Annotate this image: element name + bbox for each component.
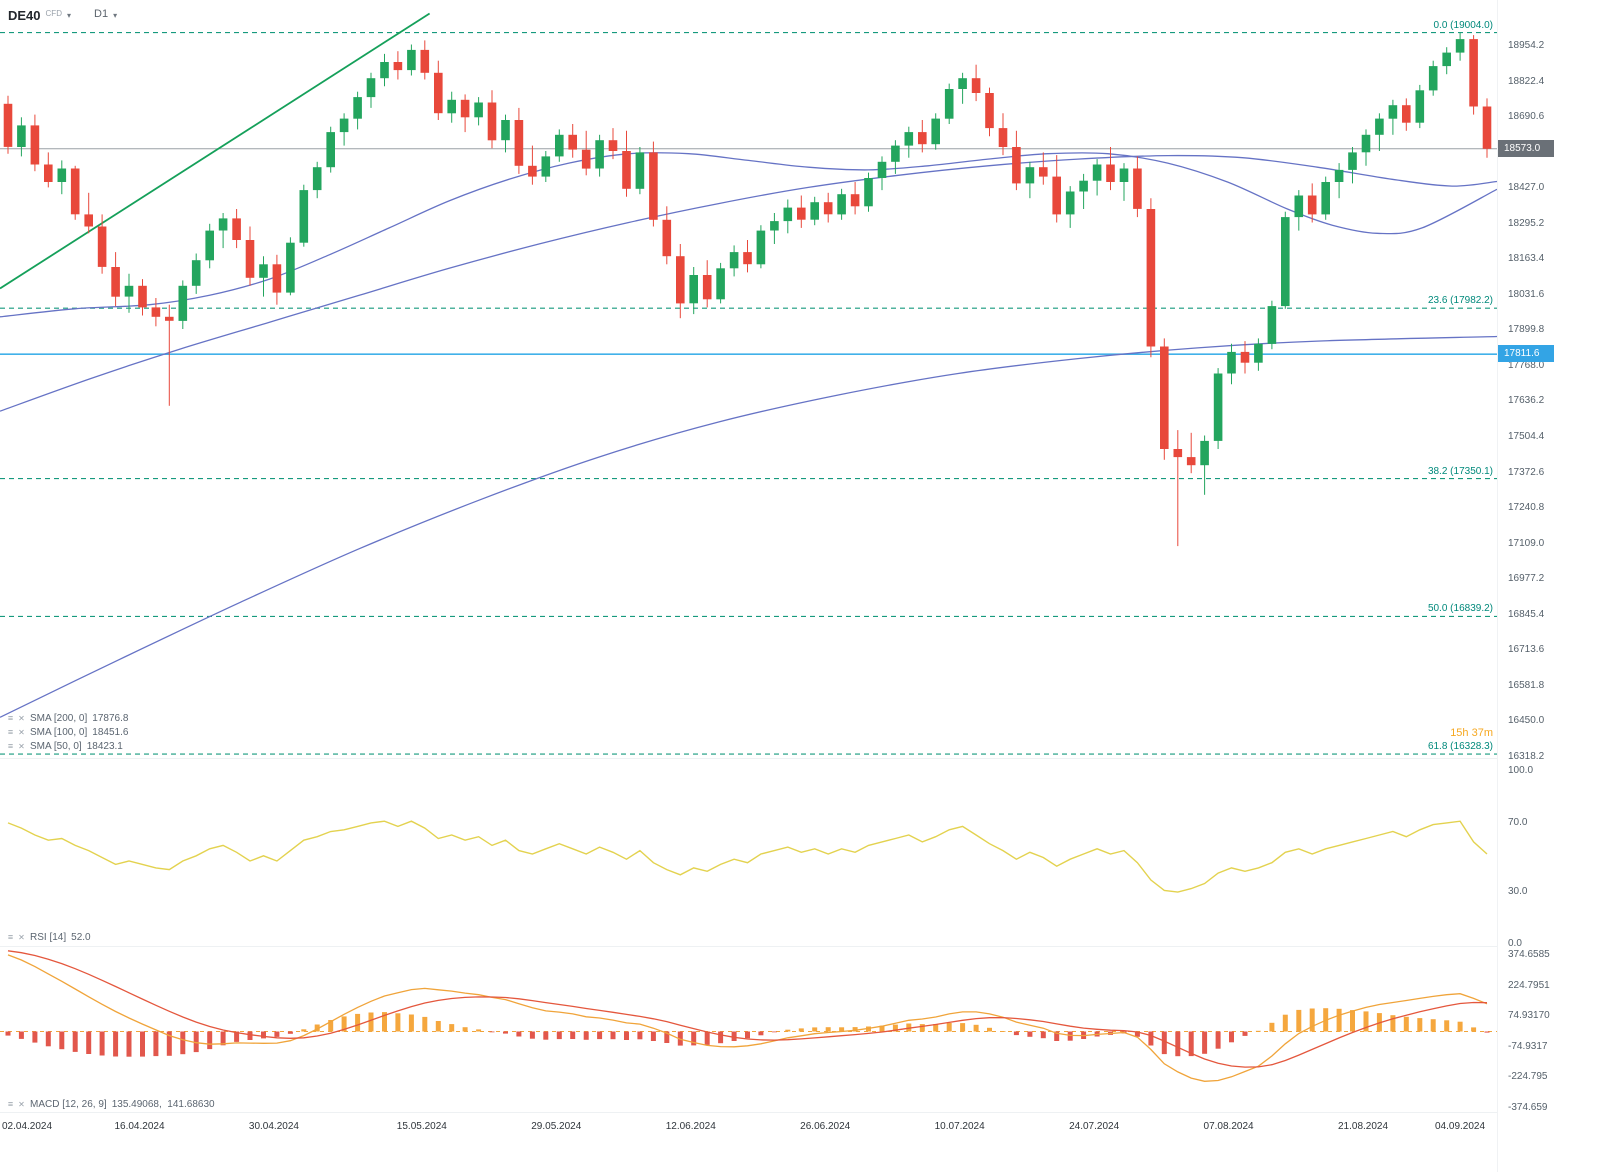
- symbol-dropdown-caret-icon[interactable]: ▾: [66, 11, 71, 20]
- rsi-legend-row: ≡ ✕ RSI [14] 52.0: [5, 931, 91, 944]
- macd-pane[interactable]: [0, 946, 1497, 1112]
- axis-tick-label: 17768.0: [1508, 359, 1545, 371]
- axis-tick-label: 30.0: [1508, 886, 1528, 898]
- date-label: 04.09.2024: [1435, 1121, 1486, 1132]
- date-label: 29.05.2024: [531, 1121, 582, 1132]
- indicator-settings-icon[interactable]: ≡: [7, 741, 14, 751]
- timeframe-dropdown-caret-icon[interactable]: ▾: [113, 11, 118, 20]
- indicator-value: 52.0: [71, 932, 91, 943]
- axis-tick-label: 70.0: [1508, 816, 1528, 828]
- indicator-remove-icon[interactable]: ✕: [18, 933, 25, 942]
- axis-tick-label: 16581.8: [1508, 679, 1545, 691]
- date-label: 12.06.2024: [665, 1121, 716, 1132]
- indicator-settings-icon[interactable]: ≡: [7, 1099, 14, 1109]
- sma-100-legend-row: ≡ ✕ SMA [100, 0] 18451.6: [5, 726, 129, 739]
- pane-separator: [0, 946, 1615, 947]
- axis-tick-label: 18954.2: [1508, 40, 1545, 52]
- axis-tick-label: 16845.4: [1508, 608, 1545, 620]
- axis-tick-label: 16713.6: [1508, 644, 1545, 656]
- date-label: 15.05.2024: [396, 1121, 447, 1132]
- axis-tick-label: 18031.6: [1508, 288, 1545, 300]
- axis-tick-label: 224.7951: [1508, 979, 1550, 991]
- pane-separator: [0, 758, 1615, 759]
- indicator-settings-icon[interactable]: ≡: [7, 727, 14, 737]
- date-label: 10.07.2024: [934, 1121, 985, 1132]
- axis-tick-label: 16450.0: [1508, 715, 1545, 727]
- indicator-label: SMA [50, 0]: [30, 741, 82, 752]
- macd-histogram: [5, 1008, 1490, 1057]
- sma-100-line: [0, 154, 1498, 412]
- axis-tick-label: 100.0: [1508, 765, 1534, 776]
- axis-tick-label: -224.795: [1508, 1071, 1548, 1083]
- sma-50-line: [0, 152, 1498, 318]
- instrument-type-label: CFD: [45, 9, 62, 18]
- price-chart-pane[interactable]: [0, 0, 1498, 758]
- date-label: 24.07.2024: [1069, 1121, 1120, 1132]
- indicator-remove-icon[interactable]: ✕: [18, 1100, 25, 1109]
- indicator-value: 18423.1: [86, 741, 123, 752]
- candle-countdown: 15h 37m: [1450, 727, 1493, 739]
- axis-tick-label: 17372.6: [1508, 466, 1545, 478]
- axis-tick-label: -374.659: [1508, 1102, 1548, 1113]
- indicator-remove-icon[interactable]: ✕: [18, 728, 25, 737]
- macd-signal-line: [7, 950, 1488, 1068]
- chart-header: DE40 CFD ▾ D1 ▾: [8, 8, 117, 23]
- sma-50-legend-row: ≡ ✕ SMA [50, 0] 18423.1: [5, 740, 123, 753]
- timeframe-selector[interactable]: D1: [94, 8, 109, 20]
- axis-tick-label: 374.6585: [1508, 949, 1550, 960]
- indicator-value: 18451.6: [92, 727, 129, 738]
- date-label: 07.08.2024: [1203, 1121, 1254, 1132]
- indicator-value: 17876.8: [92, 713, 129, 724]
- sma-200-line: [0, 335, 1498, 718]
- indicator-remove-icon[interactable]: ✕: [18, 714, 25, 723]
- trendline: [0, 12, 431, 290]
- indicator-label: RSI [14]: [30, 932, 67, 943]
- axis-tick-label: 0.0: [1508, 938, 1522, 949]
- indicator-label: SMA [200, 0]: [30, 713, 88, 724]
- axis-tick-label: 17636.2: [1508, 395, 1545, 407]
- rsi-line: [7, 820, 1488, 893]
- date-label: 21.08.2024: [1337, 1121, 1389, 1132]
- last-price-tag: 18573.0: [1498, 139, 1554, 157]
- axis-tick-label: 18427.0: [1508, 182, 1545, 194]
- fib-level-label: 61.8 (16328.3): [1427, 741, 1493, 753]
- indicator-value: 135.49068, 141.68630: [111, 1099, 215, 1110]
- date-label: 02.04.2024: [2, 1121, 53, 1132]
- date-label: 26.06.2024: [800, 1121, 851, 1132]
- indicator-label: SMA [100, 0]: [30, 727, 88, 738]
- axis-tick-label: 18690.6: [1508, 111, 1545, 123]
- axis-tick-label: 17504.4: [1508, 431, 1545, 442]
- indicator-label: MACD [12, 26, 9]: [30, 1099, 107, 1110]
- axis-tick-label: -74.9317: [1508, 1040, 1548, 1052]
- level-price-tag: 17811.6: [1498, 345, 1554, 363]
- fib-level-label: 0.0 (19004.0): [1433, 19, 1494, 31]
- axis-tick-label: 18295.2: [1508, 217, 1545, 229]
- candles: [3, 32, 1492, 547]
- indicator-settings-icon[interactable]: ≡: [7, 713, 14, 723]
- axis-tick-label: 17240.8: [1508, 502, 1545, 514]
- price-axis[interactable]: 18573.0 17811.6 18954.2 18822.4 18690.6 184…: [1497, 0, 1615, 1172]
- axis-tick-label: 17109.0: [1508, 537, 1545, 549]
- time-axis[interactable]: 02.04.2024 16.04.2024 30.04.2024 15.05.2024…: [0, 1112, 1497, 1142]
- axis-tick-label: 16977.2: [1508, 573, 1545, 585]
- indicator-settings-icon[interactable]: ≡: [7, 932, 14, 942]
- rsi-pane[interactable]: [0, 758, 1497, 946]
- fib-level-label: 38.2 (17350.1): [1427, 465, 1493, 477]
- indicator-remove-icon[interactable]: ✕: [18, 742, 25, 751]
- sma-200-legend-row: ≡ ✕ SMA [200, 0] 17876.8: [5, 712, 129, 725]
- symbol-name[interactable]: DE40: [8, 8, 41, 23]
- axis-tick-label: 18163.4: [1508, 253, 1545, 265]
- date-label: 30.04.2024: [248, 1121, 299, 1132]
- axis-tick-label: 74.93170: [1508, 1010, 1550, 1022]
- macd-line: [7, 954, 1488, 1082]
- fib-level-label: 23.6 (17982.2): [1427, 295, 1493, 307]
- axis-tick-label: 17899.8: [1508, 324, 1545, 336]
- macd-legend-row: ≡ ✕ MACD [12, 26, 9] 135.49068, 141.6863…: [5, 1098, 215, 1111]
- axis-tick-label: 18822.4: [1508, 75, 1545, 87]
- pane-separator: [0, 1112, 1615, 1113]
- date-label: 16.04.2024: [114, 1121, 165, 1132]
- axis-tick-label: 16318.2: [1508, 750, 1545, 762]
- fib-level-label: 50.0 (16839.2): [1427, 603, 1493, 615]
